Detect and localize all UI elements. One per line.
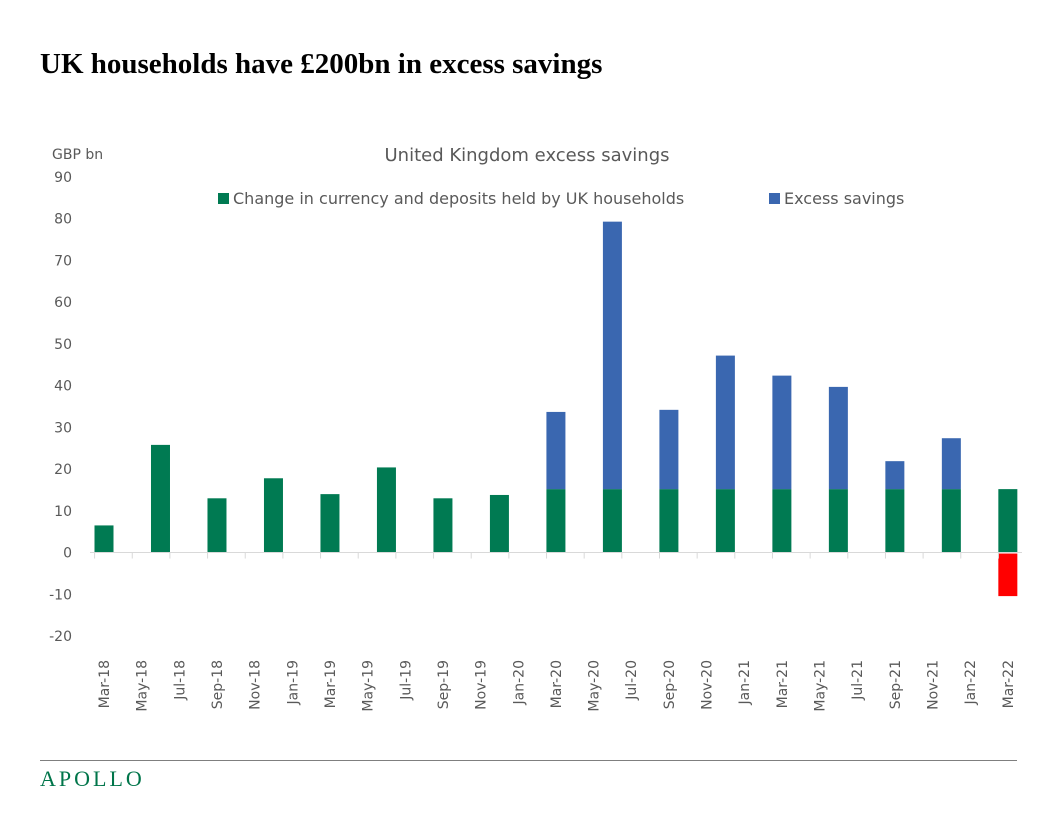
bar-excess-savings-negative — [998, 553, 1018, 597]
x-tick-label: Jul-19 — [398, 660, 414, 701]
y-tick-label: 90 — [54, 170, 72, 186]
chart: United Kingdom excess savings GBP bn Cha… — [49, 145, 1022, 712]
x-tick-label: Jan-20 — [511, 660, 527, 705]
x-tick-label: Jan-19 — [285, 660, 301, 705]
bar-deposits — [150, 444, 170, 553]
y-tick-label: 50 — [54, 337, 72, 353]
x-tick-label: Mar-21 — [775, 660, 791, 708]
x-tick-label: May-19 — [361, 660, 377, 712]
bar-excess-savings — [772, 375, 792, 490]
bar-deposits — [263, 478, 283, 553]
y-tick-label: -20 — [49, 629, 72, 645]
y-tick-label: 20 — [54, 462, 72, 478]
bar-excess-savings — [941, 438, 961, 490]
bar-deposits — [998, 489, 1018, 553]
x-tick-label: Mar-18 — [97, 660, 113, 708]
y-axis-label: GBP bn — [52, 147, 103, 163]
x-tick-label: May-21 — [813, 660, 829, 712]
x-tick-label: Sep-19 — [436, 660, 452, 709]
bar-deposits — [715, 489, 735, 553]
chart-title: United Kingdom excess savings — [384, 145, 669, 166]
x-tick-label: Jan-22 — [963, 660, 979, 705]
bar-excess-savings — [885, 461, 905, 490]
y-tick-label: 0 — [63, 546, 72, 562]
legend-swatch-blue — [769, 193, 780, 204]
bar-deposits — [320, 494, 340, 553]
bar-deposits — [207, 498, 227, 553]
bar-deposits — [376, 467, 396, 553]
x-tick-label: Sep-18 — [210, 660, 226, 709]
x-tick-label: Sep-20 — [662, 660, 678, 709]
x-tick-label: May-20 — [587, 660, 603, 712]
bar-excess-savings — [659, 409, 679, 490]
legend-label-blue: Excess savings — [784, 189, 904, 208]
bar-deposits — [885, 489, 905, 553]
x-tick-label: Nov-21 — [926, 660, 942, 710]
headline: UK households have £200bn in excess savi… — [40, 48, 603, 80]
bar-deposits — [602, 489, 622, 553]
x-tick-label: May-18 — [135, 660, 151, 712]
bar-deposits — [489, 494, 509, 553]
x-tick-label: Mar-22 — [1001, 660, 1017, 708]
bar-deposits — [94, 525, 114, 553]
bar-excess-savings — [715, 355, 735, 490]
x-tick-label: Jan-21 — [737, 660, 753, 705]
x-tick-label: Mar-20 — [549, 660, 565, 708]
y-tick-label: 70 — [54, 253, 72, 269]
bar-excess-savings — [546, 411, 566, 490]
legend-swatch-green — [218, 193, 229, 204]
x-tick-label: Jul-20 — [624, 660, 640, 701]
x-tick-label: Sep-21 — [888, 660, 904, 709]
x-tick-label: Nov-19 — [474, 660, 490, 710]
bar-deposits — [772, 489, 792, 553]
y-tick-label: 40 — [54, 379, 72, 395]
legend-label-green: Change in currency and deposits held by … — [233, 189, 684, 208]
footer-divider — [40, 760, 1017, 761]
x-tick-label: Nov-20 — [700, 660, 716, 710]
y-tick-label: 10 — [54, 504, 72, 520]
apollo-logo: APOLLO — [40, 766, 145, 791]
bar-deposits — [659, 489, 679, 553]
bar-excess-savings — [602, 221, 622, 490]
y-tick-label: -10 — [49, 587, 72, 603]
y-tick-label: 30 — [54, 420, 72, 436]
bar-deposits — [433, 498, 453, 553]
bar-deposits — [828, 489, 848, 553]
x-tick-label: Jul-18 — [172, 660, 188, 701]
bar-deposits — [546, 489, 566, 553]
x-tick-label: Mar-19 — [323, 660, 339, 708]
y-tick-label: 80 — [54, 212, 72, 228]
bar-excess-savings — [828, 386, 848, 490]
x-tick-label: Nov-18 — [248, 660, 264, 710]
bar-deposits — [941, 489, 961, 553]
y-tick-label: 60 — [54, 295, 72, 311]
x-tick-label: Jul-21 — [850, 660, 866, 701]
